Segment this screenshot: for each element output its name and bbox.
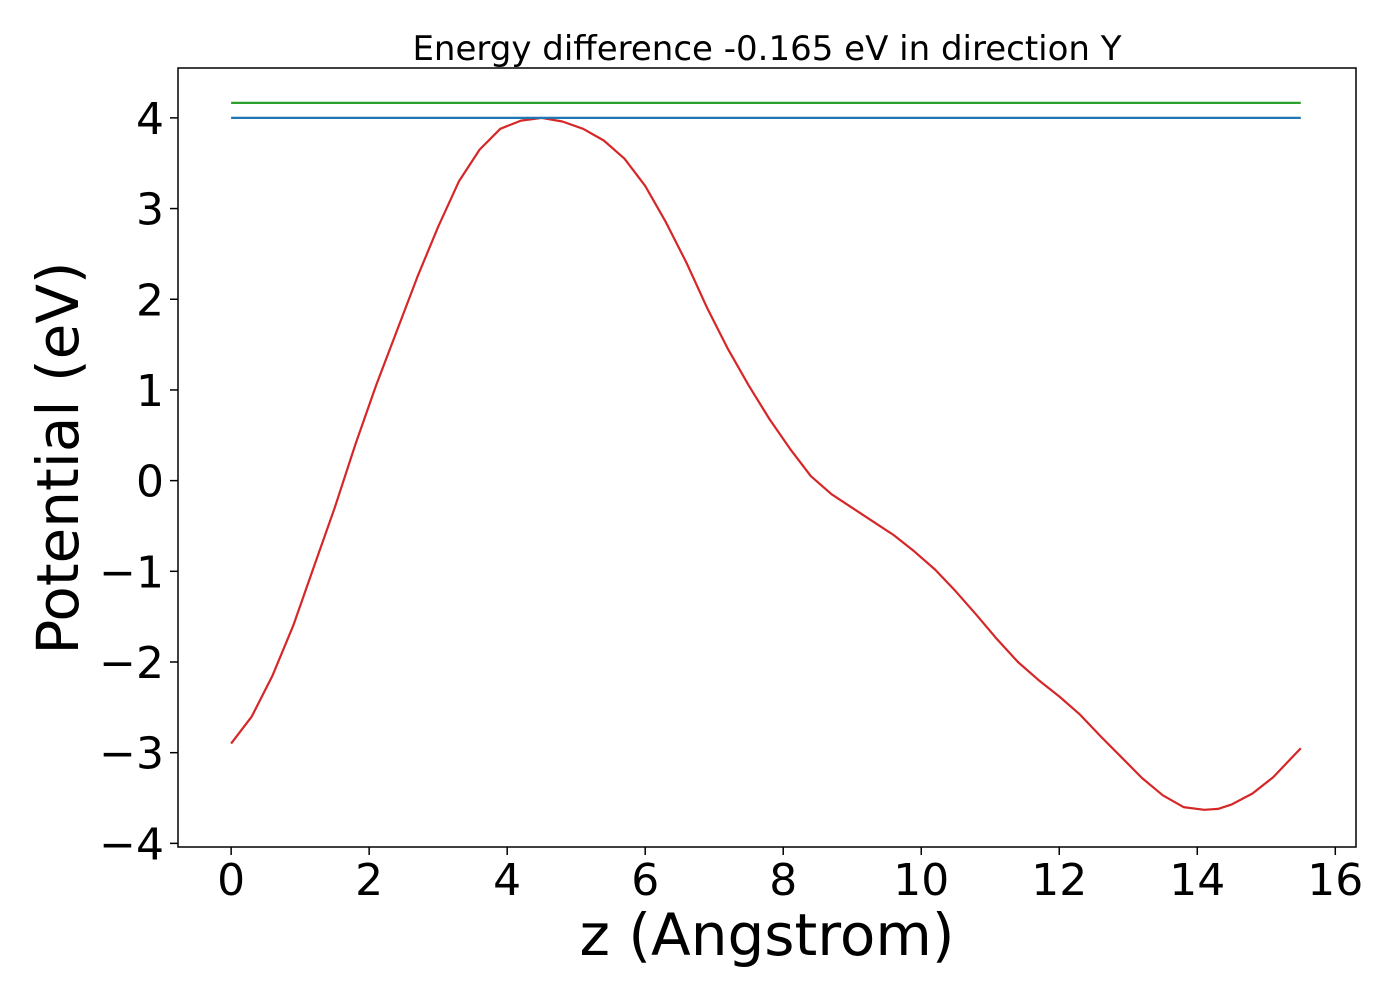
y-tick-label: 2 bbox=[136, 275, 164, 326]
y-tick-label: 0 bbox=[136, 457, 164, 508]
y-tick-label: −1 bbox=[99, 547, 164, 598]
x-tick-label: 14 bbox=[1169, 855, 1225, 906]
y-axis-label: Potential (eV) bbox=[24, 261, 92, 654]
x-axis-ticks: 0 2 4 6 8 10 12 14 16 bbox=[217, 847, 1363, 906]
x-tick-label: 4 bbox=[493, 855, 521, 906]
x-tick-label: 16 bbox=[1307, 855, 1363, 906]
x-tick-label: 10 bbox=[893, 855, 949, 906]
series-layer bbox=[230, 101, 1302, 811]
x-tick-label: 6 bbox=[631, 855, 659, 906]
y-tick-label: 4 bbox=[136, 94, 164, 145]
plot-frame bbox=[177, 67, 1357, 848]
series-line-0 bbox=[230, 116, 1302, 811]
y-tick-label: 3 bbox=[136, 185, 164, 236]
y-tick-label: 1 bbox=[136, 366, 164, 417]
x-axis-label: z (Angstrom) bbox=[580, 901, 955, 969]
x-tick-label: 12 bbox=[1031, 855, 1087, 906]
x-tick-label: 8 bbox=[769, 855, 797, 906]
y-axis-ticks: −4 −3 −2 −1 0 1 2 3 4 bbox=[99, 94, 178, 870]
y-tick-label: −3 bbox=[99, 729, 164, 780]
y-tick-label: −2 bbox=[99, 638, 164, 689]
chart-title: Energy difference -0.165 eV in direction… bbox=[412, 29, 1121, 69]
y-tick-label: −4 bbox=[99, 819, 164, 870]
x-tick-label: 2 bbox=[355, 855, 383, 906]
x-tick-label: 0 bbox=[217, 855, 245, 906]
